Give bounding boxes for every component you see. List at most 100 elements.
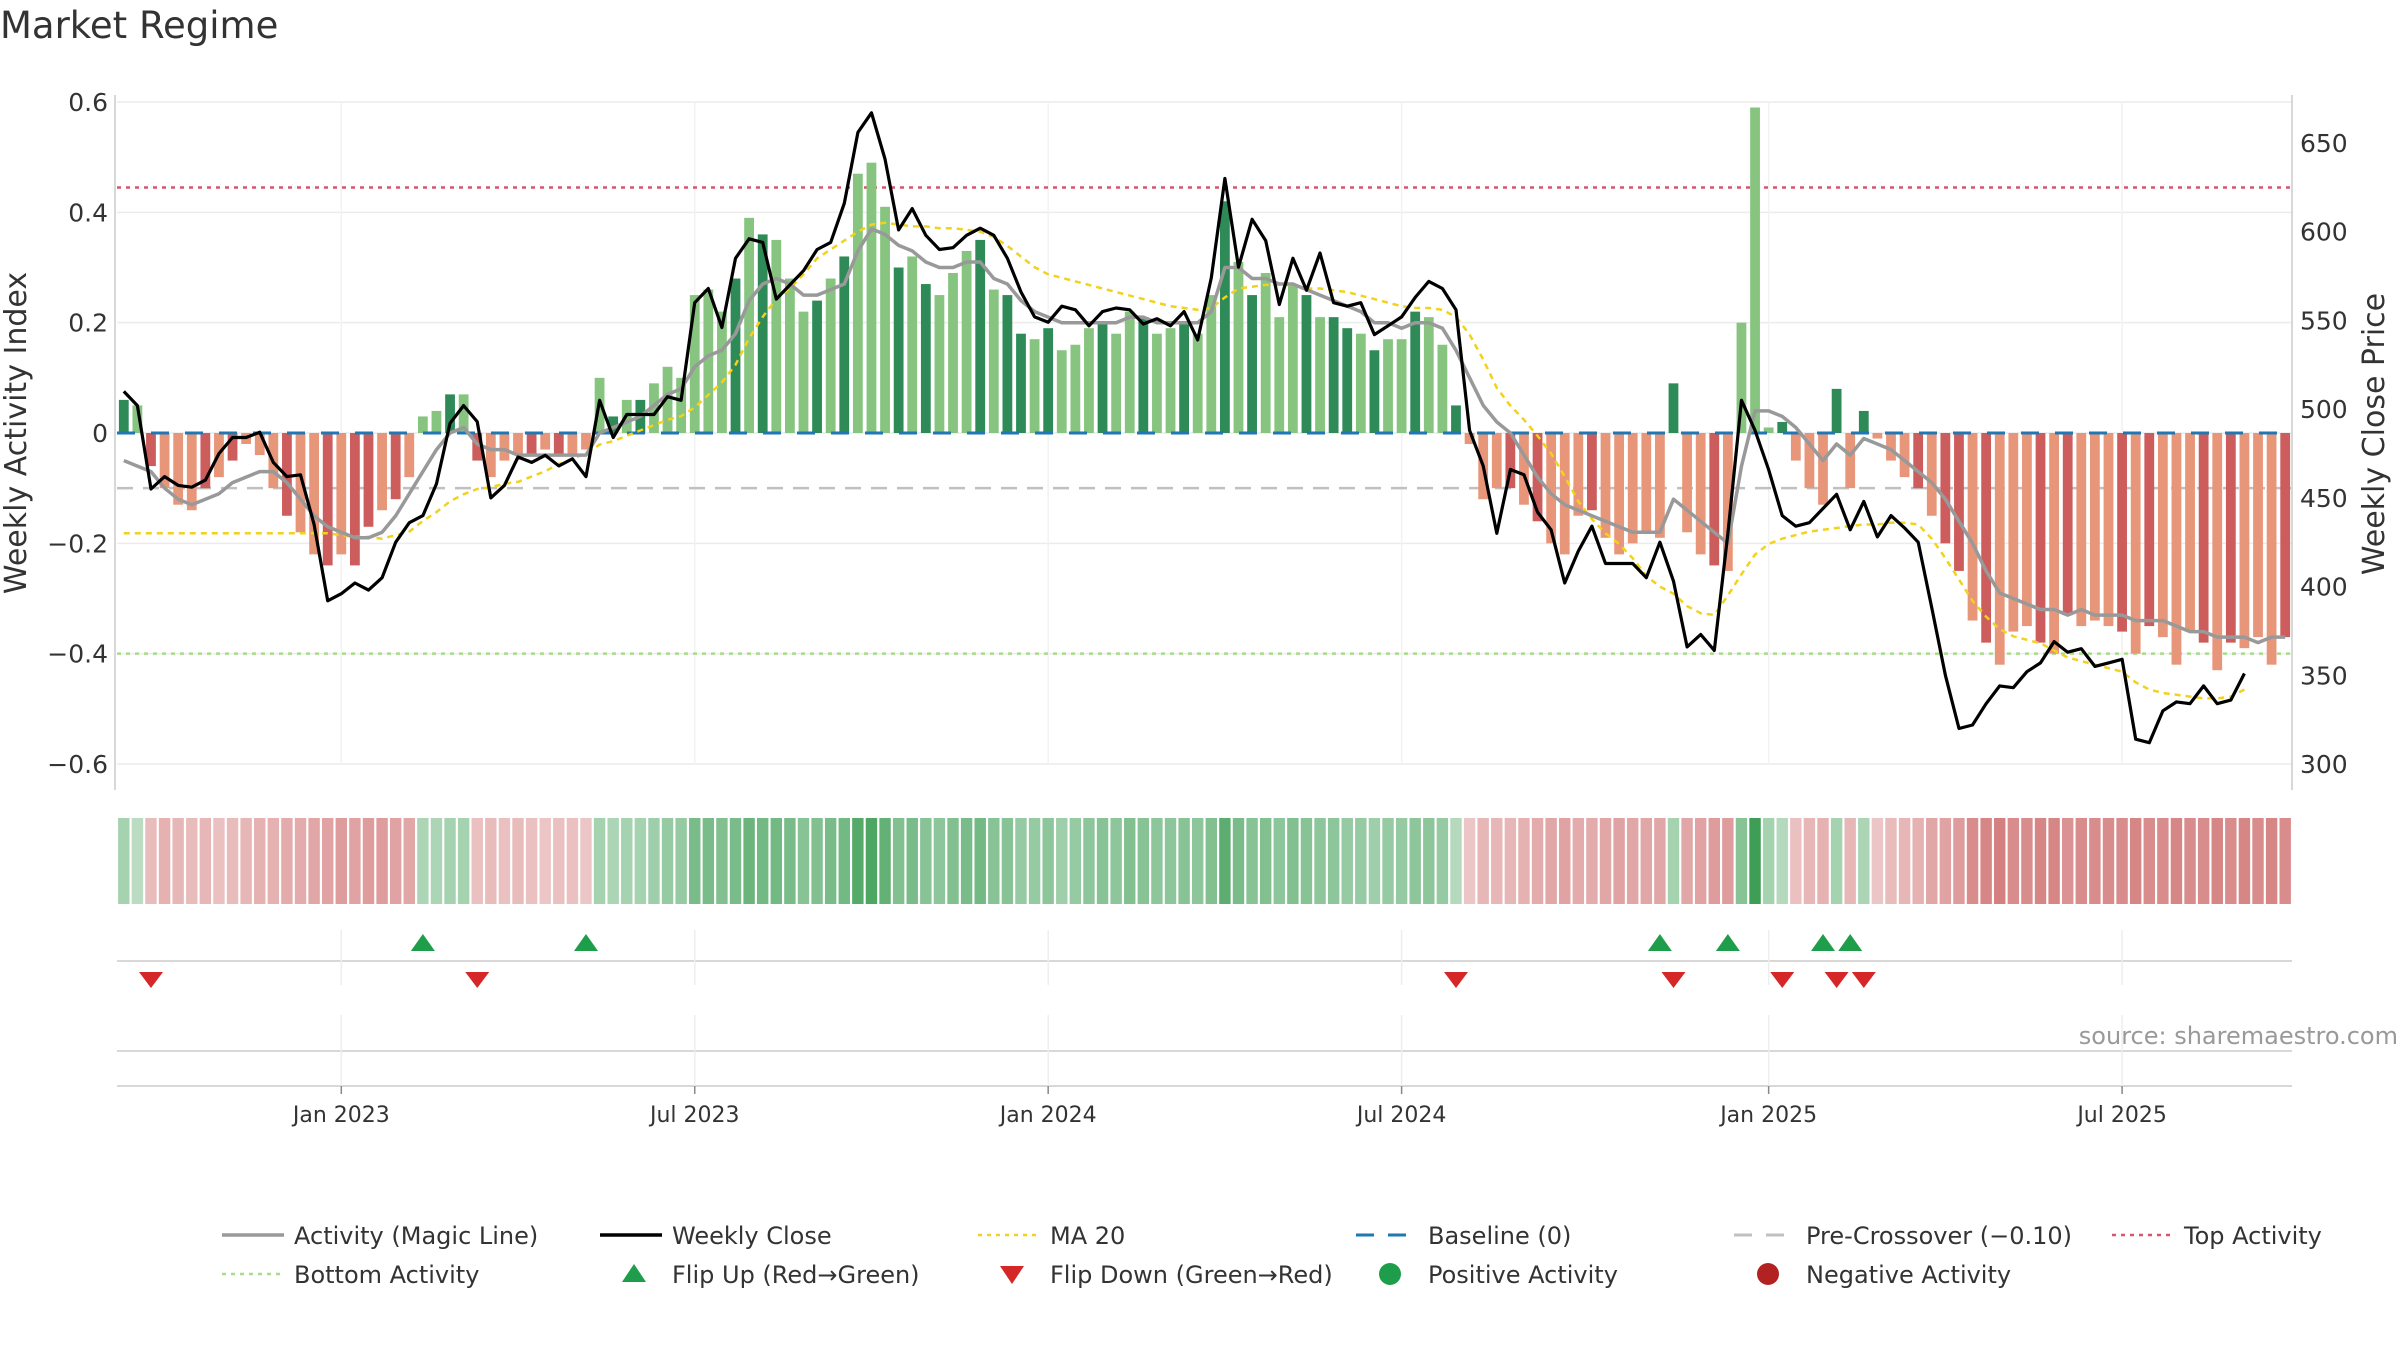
regime-strip-cell	[1137, 818, 1150, 904]
regime-strip-cell	[2225, 818, 2237, 904]
activity-bar	[1654, 433, 1665, 538]
activity-bar	[2076, 433, 2087, 627]
regime-strip-cell	[1056, 818, 1068, 904]
activity-bar	[1179, 322, 1190, 433]
activity-bar	[1437, 344, 1448, 433]
flip-down-marker	[465, 972, 490, 988]
regime-strip-cell	[2170, 818, 2183, 904]
activity-bar	[173, 433, 184, 505]
legend-label: MA 20	[1050, 1222, 1125, 1250]
regime-strip-cell	[1164, 818, 1177, 904]
regime-strip-cell	[1273, 818, 1285, 904]
regime-strip-cell	[294, 818, 307, 904]
regime-strip-cell	[593, 818, 606, 904]
regime-strip-cell	[1654, 818, 1666, 904]
activity-bar	[1451, 405, 1461, 433]
regime-strip-cell	[960, 818, 973, 904]
regime-strip-cell	[661, 818, 674, 904]
regime-strip-cell	[756, 818, 769, 904]
regime-strip-cell	[1191, 818, 1204, 904]
axes: −0.6 −0.4 −0.2 0 0.2 0.4 0.6 300 350 400 450 500 550…	[0, 88, 2392, 790]
activity-bar	[2280, 433, 2291, 638]
regime-strip-cell	[1504, 818, 1517, 904]
activity-bar	[417, 416, 428, 433]
activity-bar	[2253, 433, 2263, 638]
regime-strip-cell	[457, 818, 470, 904]
regime-strip-cell	[906, 818, 918, 904]
activity-bar	[1219, 201, 1230, 433]
activity-bar	[608, 416, 619, 433]
activity-bar	[363, 433, 374, 527]
y-right-tick-label: 450	[2300, 484, 2348, 513]
activity-bar	[2049, 433, 2060, 654]
regime-strip-cell	[1776, 818, 1788, 904]
activity-bar	[2022, 433, 2032, 627]
flip-up-marker	[1715, 934, 1740, 951]
activity-bar	[431, 410, 442, 433]
regime-strip-cell	[1871, 818, 1884, 904]
regime-strip-cell	[403, 818, 415, 904]
activity-bar	[1736, 322, 1747, 433]
regime-strip-cell	[417, 818, 429, 904]
regime-strip-cell	[1124, 818, 1136, 904]
activity-bar	[472, 433, 483, 461]
activity-bar	[1165, 328, 1176, 433]
regime-strip-cell	[2157, 818, 2169, 904]
activity-bar	[744, 217, 755, 433]
regime-strip-cell	[186, 818, 198, 904]
regime-strip-cell	[1382, 818, 1394, 904]
activity-bar	[499, 433, 510, 461]
regime-strip-cell	[485, 818, 497, 904]
regime-strip-cell	[1722, 818, 1734, 904]
regime-strip-cell	[743, 818, 755, 904]
activity-bar	[1627, 433, 1638, 544]
activity-bar	[295, 433, 306, 533]
regime-strip-cell	[689, 818, 701, 904]
activity-bar	[1818, 433, 1828, 505]
regime-strip-cell	[1355, 818, 1367, 904]
activity-bar	[1152, 333, 1162, 433]
regime-strip-cell	[1491, 818, 1503, 904]
regime-strip-cell	[2007, 818, 2020, 904]
regime-strip-cell	[648, 818, 660, 904]
activity-bar	[1056, 350, 1067, 433]
activity-bar	[825, 278, 836, 433]
activity-bar	[1029, 339, 1040, 433]
regime-strip-cell	[1790, 818, 1802, 904]
regime-strip-cell	[974, 818, 986, 904]
activity-bar	[757, 234, 768, 433]
regime-strip-cell	[1762, 818, 1775, 904]
activity-bar	[2117, 433, 2127, 632]
regime-strip-cell	[2129, 818, 2142, 904]
activity-bar	[1192, 333, 1203, 433]
activity-bar	[880, 206, 890, 433]
regime-strip	[118, 818, 2291, 904]
regime-strip-cell	[1205, 818, 1218, 904]
activity-bar	[1722, 433, 1733, 571]
regime-strip-cell	[226, 818, 239, 904]
activity-bar	[2035, 433, 2046, 643]
regime-strip-cell	[1042, 818, 1054, 904]
y-left-tick-label: −0.2	[47, 529, 108, 558]
regime-strip-cell	[1409, 818, 1421, 904]
activity-bar	[893, 267, 904, 433]
activity-bar	[1505, 433, 1516, 489]
activity-bar	[1994, 433, 2005, 665]
regime-strip-cell	[1259, 818, 1272, 904]
regime-strip-cell	[852, 818, 864, 904]
activity-bar	[322, 433, 333, 566]
activity-bar	[540, 433, 551, 450]
activity-bar	[1301, 295, 1312, 433]
regime-strip-cell	[1327, 818, 1340, 904]
regime-strip-cell	[1246, 818, 1258, 904]
regime-strip-cell	[1395, 818, 1408, 904]
regime-strip-cell	[1219, 818, 1231, 904]
flip-down-marker	[138, 972, 163, 988]
regime-strip-cell	[1994, 818, 2006, 904]
activity-bar	[445, 394, 455, 433]
y-left-axis-title: Weekly Activity Index	[0, 272, 34, 594]
activity-bar	[934, 295, 945, 433]
activity-bar	[2198, 433, 2209, 643]
regime-strip-cell	[879, 818, 891, 904]
activity-bar	[1410, 311, 1421, 433]
